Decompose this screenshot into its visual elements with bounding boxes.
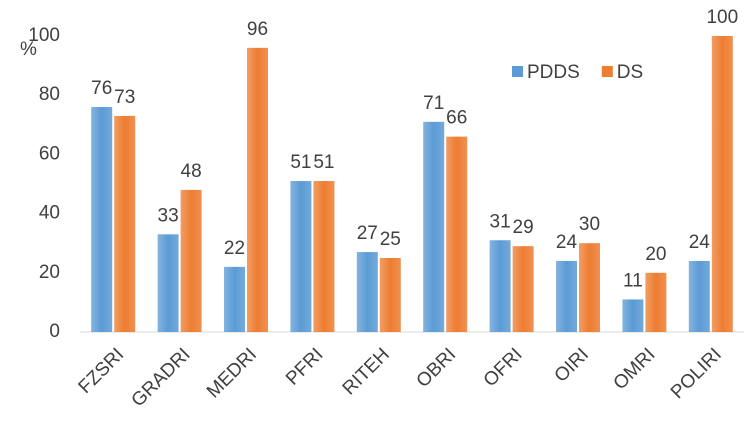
data-label: 73 bbox=[114, 87, 135, 108]
legend-swatch bbox=[601, 66, 613, 77]
bar bbox=[622, 299, 644, 332]
data-label: 24 bbox=[689, 232, 711, 253]
legend-label: DS bbox=[617, 62, 643, 83]
data-label: 25 bbox=[380, 229, 401, 250]
data-label: 27 bbox=[357, 223, 378, 244]
bar bbox=[579, 243, 600, 332]
bar bbox=[356, 252, 378, 332]
bar bbox=[114, 115, 136, 332]
y-tick-label: 100 bbox=[28, 25, 60, 46]
bar bbox=[180, 189, 202, 332]
bar bbox=[688, 260, 710, 332]
data-label: 11 bbox=[623, 270, 643, 291]
bar bbox=[91, 107, 113, 332]
x-tick-label: RITEH bbox=[339, 344, 394, 399]
bar bbox=[446, 136, 468, 332]
x-tick-label: FZSRI bbox=[75, 344, 129, 398]
bar bbox=[290, 181, 312, 332]
y-tick-label: 60 bbox=[39, 143, 60, 164]
data-label: 66 bbox=[446, 108, 467, 129]
legend-label: PDDS bbox=[527, 62, 580, 83]
bar bbox=[711, 36, 733, 332]
x-tick-label: MEDRI bbox=[203, 344, 261, 402]
bar bbox=[645, 272, 667, 332]
x-tick-label: OIRI bbox=[551, 344, 593, 386]
bar bbox=[512, 246, 534, 332]
y-tick-label: 40 bbox=[39, 203, 60, 224]
data-label: 48 bbox=[181, 161, 202, 182]
y-tick-label: 80 bbox=[39, 84, 60, 105]
data-label: 24 bbox=[556, 232, 578, 253]
bar bbox=[224, 266, 245, 332]
bar bbox=[489, 240, 511, 332]
data-label: 20 bbox=[645, 244, 666, 265]
y-tick-label: 0 bbox=[49, 321, 60, 342]
bar bbox=[247, 47, 268, 333]
x-tick-label: PFRI bbox=[282, 344, 327, 389]
y-axis-label: % bbox=[20, 39, 37, 60]
data-label: 96 bbox=[247, 19, 268, 40]
x-tick-label: OMRI bbox=[610, 344, 660, 394]
y-tick-label: 20 bbox=[39, 262, 60, 283]
x-tick-label: GRADRI bbox=[128, 344, 195, 411]
data-label: 51 bbox=[290, 152, 311, 173]
bar bbox=[313, 181, 335, 332]
bar bbox=[556, 260, 577, 332]
data-label: 51 bbox=[313, 152, 334, 173]
x-tick-label: OFRI bbox=[480, 344, 527, 391]
legend-swatch bbox=[512, 66, 523, 77]
data-label: 30 bbox=[579, 214, 600, 235]
bar bbox=[423, 121, 445, 332]
bar bbox=[157, 234, 179, 332]
x-tick-label: OBRI bbox=[413, 344, 461, 392]
data-label: 33 bbox=[158, 205, 179, 226]
bar bbox=[379, 258, 401, 332]
data-label: 76 bbox=[91, 78, 112, 99]
data-label: 29 bbox=[513, 217, 534, 238]
data-label: 100 bbox=[706, 7, 738, 28]
data-label: 31 bbox=[490, 211, 511, 232]
data-label: 71 bbox=[423, 93, 444, 114]
x-tick-label: POLIRI bbox=[667, 344, 726, 403]
data-label: 22 bbox=[224, 238, 245, 259]
